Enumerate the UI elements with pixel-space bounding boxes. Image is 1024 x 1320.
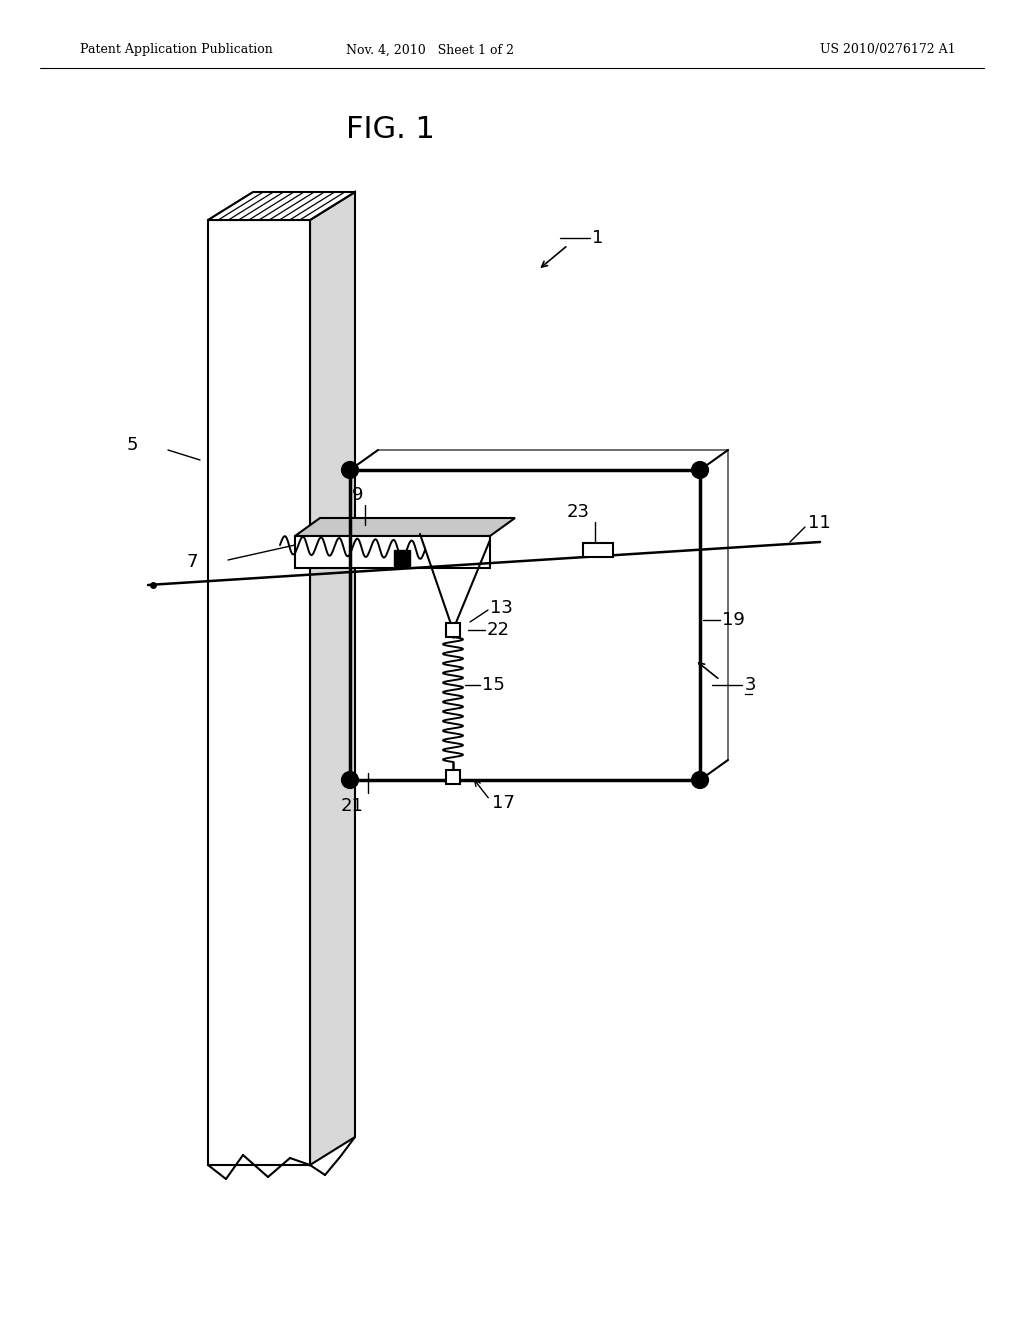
Text: FIG. 1: FIG. 1 xyxy=(345,116,434,144)
Text: Nov. 4, 2010   Sheet 1 of 2: Nov. 4, 2010 Sheet 1 of 2 xyxy=(346,44,514,57)
Polygon shape xyxy=(208,191,355,220)
Text: 9: 9 xyxy=(352,486,364,504)
Text: 22: 22 xyxy=(487,620,510,639)
Polygon shape xyxy=(295,536,490,568)
Polygon shape xyxy=(394,550,410,566)
Text: 1: 1 xyxy=(592,228,603,247)
Text: US 2010/0276172 A1: US 2010/0276172 A1 xyxy=(820,44,955,57)
Polygon shape xyxy=(446,623,460,638)
Circle shape xyxy=(691,462,709,478)
Circle shape xyxy=(342,772,358,788)
Polygon shape xyxy=(295,517,515,536)
Text: 19: 19 xyxy=(722,611,744,630)
Text: Patent Application Publication: Patent Application Publication xyxy=(80,44,272,57)
Circle shape xyxy=(342,462,358,478)
Polygon shape xyxy=(446,770,460,784)
Text: 13: 13 xyxy=(490,599,513,616)
Text: 11: 11 xyxy=(808,513,830,532)
Polygon shape xyxy=(310,191,355,1166)
Polygon shape xyxy=(583,543,613,557)
Text: 23: 23 xyxy=(566,503,590,521)
Text: 17: 17 xyxy=(492,795,515,812)
Text: 5: 5 xyxy=(127,436,138,454)
Text: 3: 3 xyxy=(745,676,757,694)
Polygon shape xyxy=(208,220,310,1166)
Polygon shape xyxy=(208,1170,360,1185)
Text: 7: 7 xyxy=(186,553,198,572)
Circle shape xyxy=(691,772,709,788)
Text: 15: 15 xyxy=(482,676,505,694)
Text: 21: 21 xyxy=(341,797,364,814)
